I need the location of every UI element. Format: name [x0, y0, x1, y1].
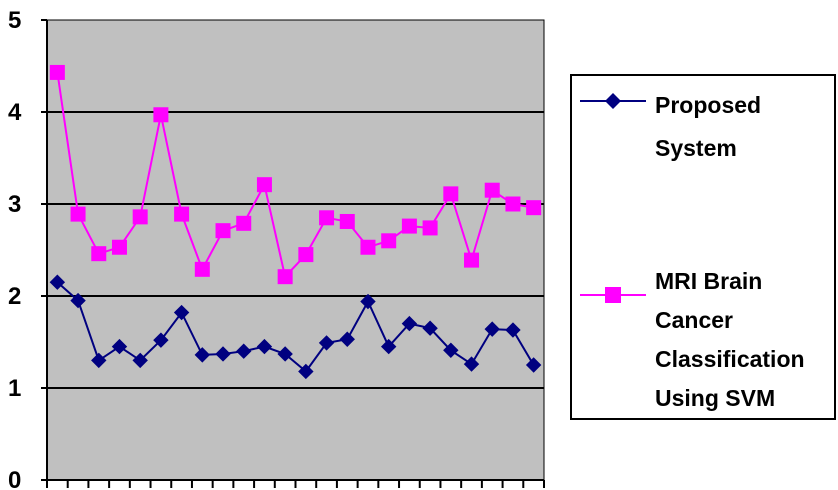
- legend-box: [570, 74, 836, 420]
- data-point-diamond: [422, 320, 438, 336]
- data-point-diamond: [298, 363, 314, 380]
- data-point-square: [194, 261, 210, 277]
- legend-label-line: Using SVM: [655, 385, 775, 411]
- data-point-square: [277, 269, 293, 285]
- data-point-square: [298, 247, 314, 263]
- data-point-diamond: [484, 321, 500, 337]
- legend: Proposed System MRI Brain Cancer Classificat…: [570, 74, 836, 420]
- data-point-square: [526, 200, 542, 216]
- data-point-diamond: [49, 274, 66, 290]
- data-point-diamond: [505, 322, 521, 338]
- legend-label-line: Proposed: [655, 92, 761, 118]
- data-point-diamond: [111, 338, 128, 355]
- data-point-square: [215, 223, 231, 239]
- data-point-square: [381, 233, 397, 249]
- data-point-square: [484, 182, 500, 198]
- legend-label-line: Classification: [655, 346, 805, 372]
- data-point-square: [49, 64, 65, 80]
- data-point-square: [339, 213, 355, 229]
- data-point-square: [153, 107, 169, 123]
- data-point-square: [256, 177, 272, 193]
- data-point-diamond: [525, 357, 542, 373]
- data-point-square: [505, 196, 521, 212]
- data-point-diamond: [173, 304, 190, 321]
- data-point-square: [443, 186, 459, 202]
- data-point-square: [111, 239, 127, 255]
- legend-marker-diamond: [605, 93, 621, 109]
- legend-label-line: System: [655, 135, 737, 161]
- y-tick-label: 2: [8, 283, 21, 310]
- data-point-diamond: [463, 356, 480, 372]
- data-point-square: [422, 220, 438, 236]
- data-point-diamond: [215, 346, 231, 362]
- data-point-diamond: [70, 292, 86, 309]
- y-tick-label: 4: [8, 99, 22, 126]
- gridlines: [47, 111, 544, 389]
- data-point-diamond: [318, 335, 335, 351]
- data-point-square: [91, 246, 107, 262]
- legend-label-line: Cancer: [655, 307, 733, 333]
- data-point-square: [401, 218, 417, 234]
- legend-label-line: MRI Brain: [655, 268, 762, 294]
- data-point-diamond: [339, 331, 355, 347]
- data-point-square: [132, 209, 148, 225]
- data-point-diamond: [153, 332, 169, 348]
- legend-marker-square: [605, 287, 621, 303]
- axes: 0 1 2 3 4 5: [8, 7, 545, 490]
- data-point-diamond: [132, 352, 148, 369]
- data-point-diamond: [360, 293, 376, 310]
- data-point-diamond: [277, 346, 293, 362]
- data-point-diamond: [91, 352, 107, 369]
- data-point-diamond: [401, 315, 418, 332]
- plot-area: [46, 19, 545, 481]
- data-point-square: [70, 206, 86, 222]
- y-tick-label: 5: [8, 7, 21, 34]
- data-point-square: [360, 239, 376, 255]
- data-point-diamond: [236, 343, 252, 359]
- y-tick-label: 3: [8, 191, 21, 218]
- data-point-diamond: [256, 338, 273, 355]
- data-point-diamond: [443, 342, 459, 358]
- data-point-diamond: [380, 338, 397, 355]
- data-point-square: [464, 252, 480, 268]
- series-layer: [49, 64, 542, 380]
- y-tick-label: 1: [8, 375, 21, 402]
- data-point-square: [319, 210, 335, 226]
- data-point-square: [174, 206, 190, 222]
- data-point-square: [236, 215, 252, 231]
- y-tick-label: 0: [8, 467, 21, 490]
- data-point-diamond: [194, 347, 211, 363]
